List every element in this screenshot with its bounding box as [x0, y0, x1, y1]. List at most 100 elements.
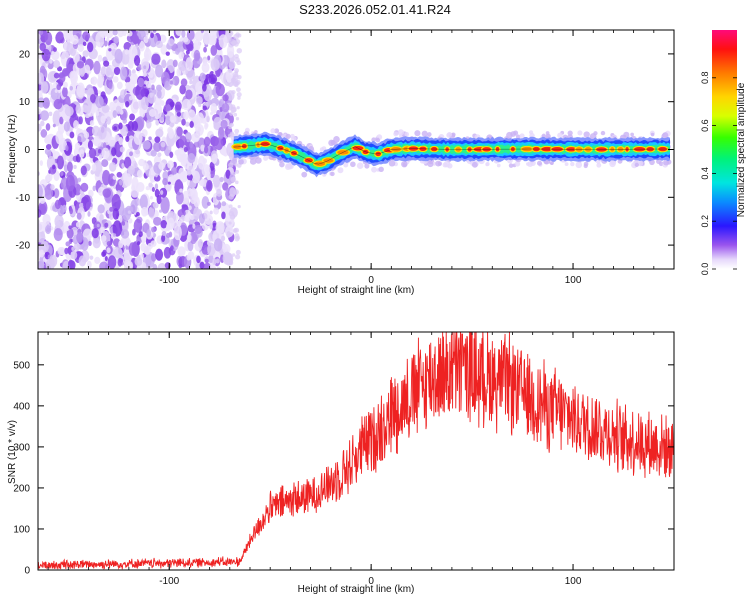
noise-blob: [156, 89, 162, 99]
signal-halo: [404, 131, 410, 137]
spectrogram-y-tick-label: 10: [19, 97, 31, 108]
noise-blob: [70, 34, 79, 45]
noise-blob: [194, 52, 200, 60]
noise-blob: [148, 30, 152, 34]
noise-blob: [99, 214, 104, 222]
noise-blob: [152, 263, 158, 269]
colorbar-tick-label: 0.8: [700, 72, 710, 85]
noise-blob: [142, 71, 147, 77]
noise-blob: [165, 115, 171, 126]
noise-blob: [45, 123, 51, 131]
signal-halo: [545, 133, 551, 139]
noise-blob: [213, 116, 223, 130]
noise-blob: [189, 231, 198, 245]
snr-y-tick-label: 200: [13, 483, 30, 494]
noise-blob: [109, 162, 117, 172]
noise-blob: [236, 106, 240, 110]
noise-blob: [220, 146, 228, 156]
noise-blob: [230, 38, 236, 45]
noise-blob: [210, 111, 214, 116]
signal-halo: [371, 166, 378, 173]
noise-blob: [77, 44, 84, 53]
noise-blob: [118, 137, 124, 146]
noise-blob: [67, 259, 74, 269]
signal-halo: [557, 132, 563, 139]
signal-halo: [515, 134, 521, 140]
colorbar-tick-label: 0.2: [700, 215, 710, 228]
noise-blob: [52, 164, 56, 170]
noise-blob: [106, 240, 112, 247]
noise-blob: [212, 174, 221, 188]
noise-blob: [221, 211, 226, 220]
noise-blob: [182, 36, 189, 43]
noise-blob: [225, 169, 231, 179]
signal-halo: [285, 133, 291, 140]
noise-blob: [132, 34, 140, 45]
noise-blob: [101, 104, 110, 114]
signal-halo: [333, 136, 340, 143]
noise-blob: [203, 46, 207, 53]
noise-blob: [176, 126, 183, 137]
noise-blob: [102, 188, 112, 198]
snr-line: [38, 332, 674, 570]
noise-blob: [52, 110, 62, 127]
noise-blob: [76, 61, 85, 69]
noise-blob: [128, 242, 137, 256]
signal-halo: [274, 128, 280, 134]
noise-blob: [222, 182, 229, 191]
signal-halo: [337, 167, 344, 174]
signal-halo: [270, 128, 276, 134]
noise-blob: [100, 115, 106, 124]
noise-blob: [83, 131, 90, 139]
noise-blob: [208, 74, 218, 85]
noise-blob: [235, 169, 240, 174]
noise-blob: [89, 120, 95, 126]
noise-blob: [148, 136, 152, 141]
noise-blob: [169, 80, 173, 85]
noise-blob: [50, 184, 55, 191]
noise-blob: [45, 225, 52, 235]
signal-halo: [350, 161, 356, 168]
noise-blob: [68, 225, 72, 230]
noise-blob: [51, 50, 60, 61]
noise-blob: [38, 72, 45, 85]
signal-halo: [371, 137, 377, 143]
noise-blob: [45, 143, 52, 150]
noise-blob: [95, 95, 104, 109]
signal-halo: [525, 162, 530, 166]
noise-blob: [53, 98, 63, 110]
noise-blob: [127, 165, 135, 175]
signal-halo: [254, 130, 258, 134]
noise-blob: [186, 233, 192, 243]
snr-y-tick-label: 500: [13, 360, 30, 371]
noise-blob: [125, 81, 131, 88]
noise-blob: [112, 233, 117, 237]
noise-blob: [155, 84, 162, 92]
noise-blob: [169, 115, 177, 124]
noise-blob: [135, 43, 139, 49]
noise-blob: [58, 72, 65, 79]
noise-blob: [151, 187, 155, 192]
signal-halo: [550, 161, 554, 166]
snr-x-tick-label: 0: [368, 576, 374, 587]
noise-blob: [111, 193, 121, 212]
noise-blob: [197, 239, 204, 249]
noise-blob: [160, 196, 170, 214]
noise-blob: [73, 164, 77, 170]
noise-blob: [113, 36, 119, 44]
noise-blob: [233, 189, 239, 195]
noise-blob: [111, 147, 117, 157]
noise-blob: [149, 196, 153, 200]
noise-blob: [42, 97, 50, 109]
snr-y-tick-label: 400: [13, 401, 30, 412]
noise-blob: [114, 48, 123, 64]
noise-blob: [138, 231, 143, 238]
noise-blob: [203, 136, 211, 147]
signal-halo: [471, 161, 478, 168]
noise-blob: [160, 141, 166, 148]
noise-blob: [80, 165, 87, 176]
noise-blob: [221, 102, 230, 113]
noise-blob: [161, 234, 166, 242]
noise-blob: [201, 62, 210, 73]
noise-blob: [129, 151, 134, 157]
